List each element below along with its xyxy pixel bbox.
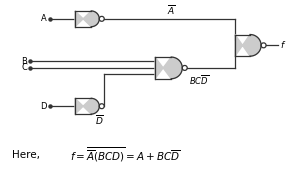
Text: Here,: Here, xyxy=(12,150,40,160)
Text: D: D xyxy=(41,102,47,111)
Text: $\overline{A}$: $\overline{A}$ xyxy=(167,3,176,17)
Polygon shape xyxy=(75,11,99,27)
Polygon shape xyxy=(155,57,182,79)
Text: $BC\overline{D}$: $BC\overline{D}$ xyxy=(189,73,209,87)
Text: f: f xyxy=(280,41,283,50)
Polygon shape xyxy=(235,35,261,56)
Text: B: B xyxy=(21,57,27,66)
Text: C: C xyxy=(21,63,27,72)
Polygon shape xyxy=(75,98,99,114)
Text: $\overline{D}$: $\overline{D}$ xyxy=(95,113,104,127)
Text: A: A xyxy=(41,14,47,23)
Text: $f = \overline{\overline{A}(BCD)} = A + BC\overline{D}$: $f = \overline{\overline{A}(BCD)} = A + … xyxy=(70,146,181,164)
